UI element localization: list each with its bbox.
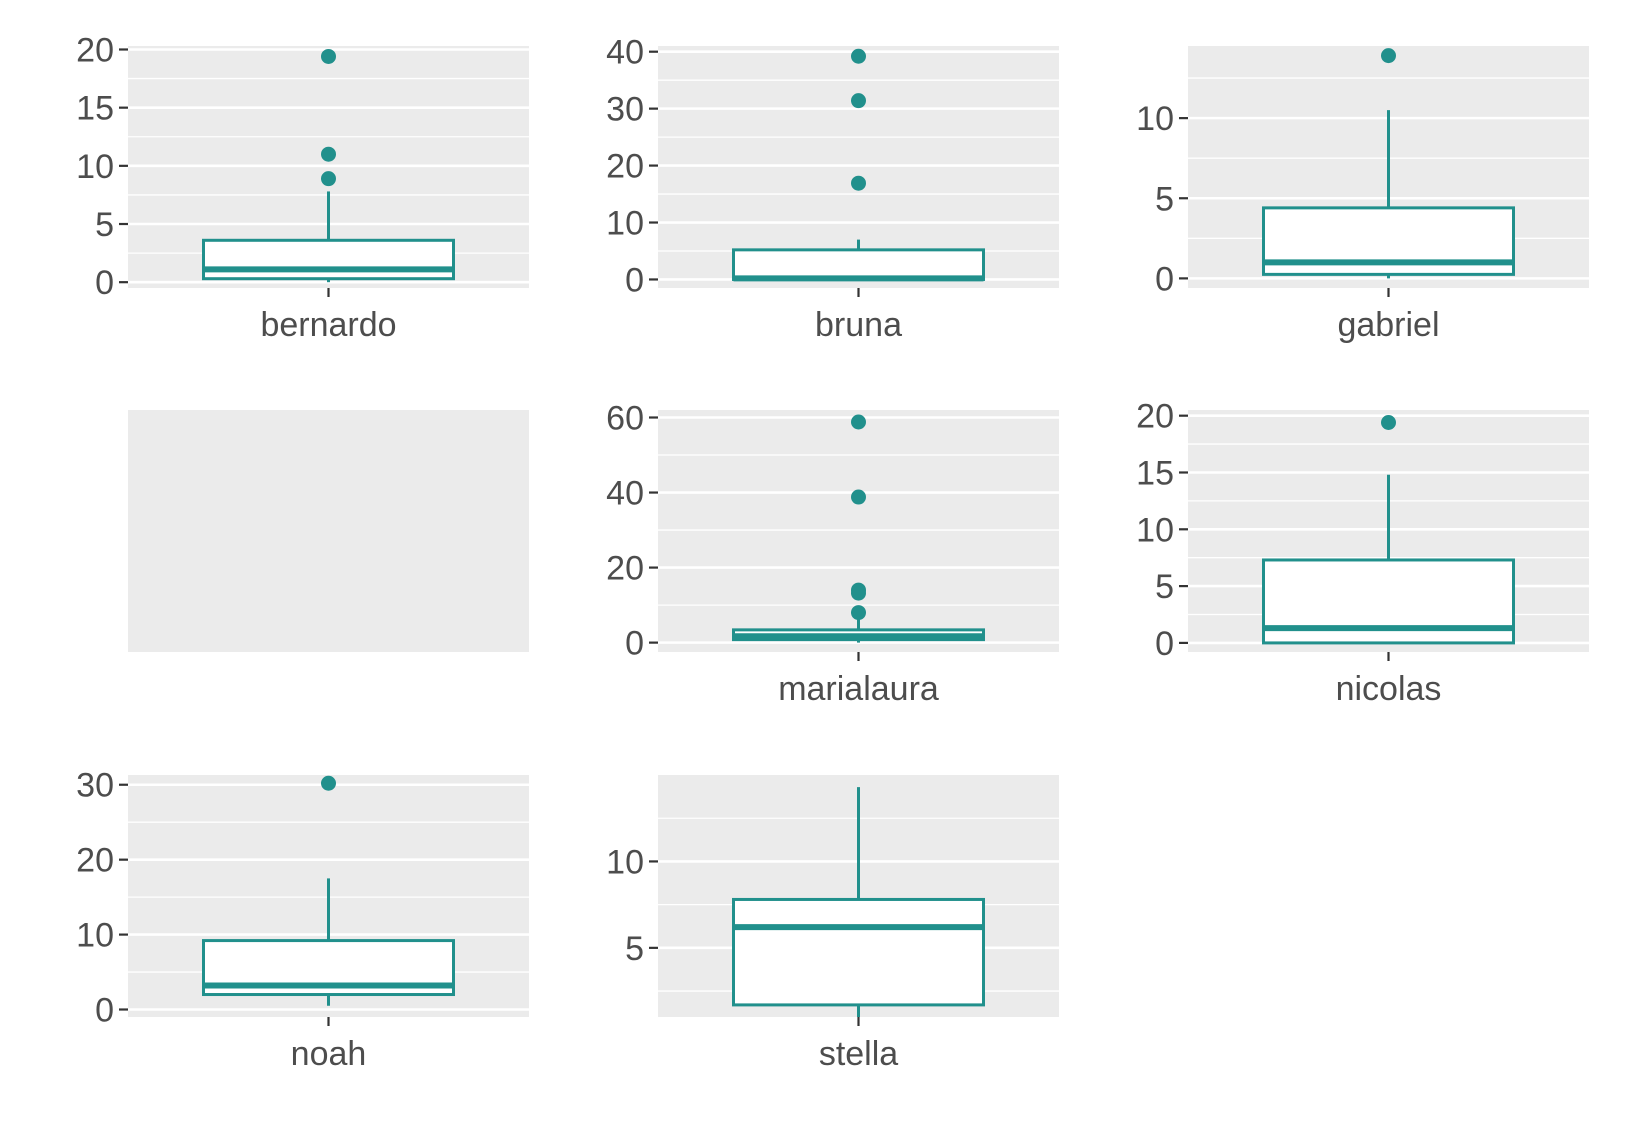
y-tick-label: 5 xyxy=(1155,568,1174,606)
y-tick-label: 20 xyxy=(606,550,644,588)
outlier-point xyxy=(321,146,336,162)
y-tick-label: 10 xyxy=(76,917,114,955)
y-tick-label: 5 xyxy=(625,930,644,968)
category-label: bernardo xyxy=(260,306,396,344)
y-tick-label: 20 xyxy=(1136,398,1174,436)
y-tick-label: 40 xyxy=(606,475,644,513)
y-tick-label: 30 xyxy=(606,91,644,129)
y-tick-label: 20 xyxy=(76,842,114,880)
y-tick-label: 30 xyxy=(76,767,114,805)
y-tick-label: 0 xyxy=(625,261,644,299)
box-iqr xyxy=(732,897,985,1007)
outlier-point xyxy=(851,605,866,621)
outlier-point xyxy=(321,775,336,791)
outlier-point xyxy=(851,414,866,430)
panel-bernardo: 0 5 10 15 20 bernardo xyxy=(76,31,529,344)
y-tick-label: 10 xyxy=(1136,511,1174,549)
y-tick-label: 10 xyxy=(606,843,644,881)
outlier-point xyxy=(851,93,866,109)
panel-nicolas: 0 5 10 15 20 nicolas xyxy=(1136,398,1589,708)
y-tick-label: 0 xyxy=(95,992,114,1030)
panel-bruna: 0 10 20 30 40 bruna xyxy=(606,34,1059,344)
category-label: stella xyxy=(819,1035,898,1073)
outlier-point xyxy=(851,48,866,64)
outlier-point xyxy=(1381,48,1396,64)
outlier-point xyxy=(321,171,336,187)
box-iqr xyxy=(202,238,455,281)
category-label: marialaura xyxy=(778,670,939,708)
y-tick-label: 15 xyxy=(1136,454,1174,492)
y-tick-label: 40 xyxy=(606,34,644,72)
outlier-point xyxy=(1381,414,1396,430)
y-tick-label: 15 xyxy=(76,90,114,128)
y-tick-label: 5 xyxy=(1155,180,1174,218)
y-tick-label: 60 xyxy=(606,400,644,438)
panel-empty xyxy=(128,410,529,652)
category-label: gabriel xyxy=(1337,306,1439,344)
y-tick-label: 0 xyxy=(1155,260,1174,298)
y-tick-label: 20 xyxy=(76,31,114,69)
panel-gabriel: 0 5 10 gabriel xyxy=(1136,46,1589,344)
y-tick-label: 5 xyxy=(95,206,114,244)
category-label: bruna xyxy=(815,306,902,344)
y-tick-label: 10 xyxy=(76,148,114,186)
outlier-point xyxy=(851,175,866,191)
panel-stella: 5 10 stella xyxy=(606,775,1059,1073)
y-tick-label: 0 xyxy=(95,264,114,302)
y-tick-label: 0 xyxy=(625,625,644,663)
box-iqr xyxy=(732,248,985,281)
category-label: noah xyxy=(291,1035,367,1073)
y-tick-label: 20 xyxy=(606,148,644,186)
category-label: nicolas xyxy=(1336,670,1442,708)
outlier-point xyxy=(851,582,866,598)
panel-marialaura: 0 20 40 60 marialaura xyxy=(606,400,1059,708)
y-tick-label: 0 xyxy=(1155,625,1174,663)
outlier-point xyxy=(851,489,866,505)
panel-noah: 0 10 20 30 noah xyxy=(76,767,529,1073)
outlier-point xyxy=(321,48,336,64)
y-tick-label: 10 xyxy=(606,205,644,243)
y-tick-label: 10 xyxy=(1136,100,1174,138)
panel-background xyxy=(128,410,529,652)
